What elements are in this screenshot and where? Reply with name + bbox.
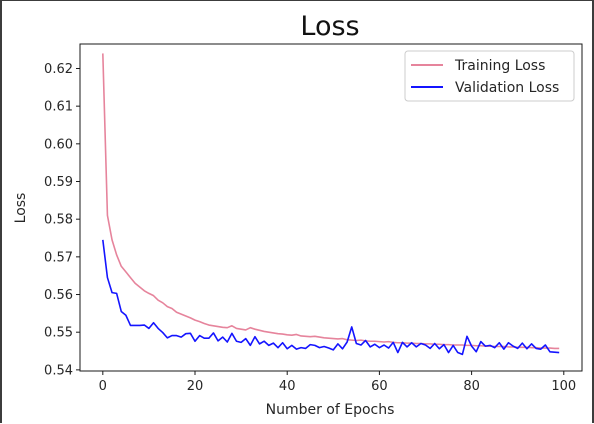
- series-line-training-loss: [102, 53, 560, 350]
- y-tick-label: 0.62: [44, 62, 73, 77]
- x-tick-label: 100: [551, 379, 576, 394]
- x-axis-label: Number of Epochs: [266, 402, 395, 418]
- legend-label-validation-loss: Validation Loss: [455, 80, 559, 96]
- x-tick-label: 60: [371, 379, 388, 394]
- axes-frame: [79, 43, 583, 372]
- legend: Training Loss Validation Loss: [404, 50, 575, 102]
- y-tick-label: 0.61: [44, 100, 73, 115]
- series-line-validation-loss: [102, 239, 560, 356]
- y-tick-label: 0.60: [44, 137, 73, 152]
- x-tick-label: 40: [279, 379, 296, 394]
- series-layer: [102, 53, 560, 356]
- y-tick-label: 0.58: [44, 213, 73, 228]
- y-axis-ticks: 0.54 0.55 0.56 0.57 0.58 0.59 0.60 0.61 0.62: [44, 62, 80, 378]
- y-axis-label: Loss: [13, 193, 29, 224]
- x-tick-label: 0: [99, 379, 107, 394]
- x-axis-ticks: 0 20 40 60 80 100: [99, 371, 576, 394]
- y-tick-label: 0.54: [44, 363, 73, 378]
- plot-area: 0 20 40 60 80 100 0.54 0.55 0.56 0.57 0.58 0.59 0.6…: [44, 43, 583, 394]
- y-tick-label: 0.56: [44, 288, 73, 303]
- legend-box: [404, 50, 575, 102]
- legend-label-training-loss: Training Loss: [454, 58, 545, 74]
- y-tick-label: 0.59: [44, 175, 73, 190]
- chart-title: Loss: [300, 11, 359, 42]
- y-tick-label: 0.57: [44, 250, 73, 265]
- x-tick-label: 80: [463, 379, 480, 394]
- x-tick-label: 20: [187, 379, 204, 394]
- y-tick-label: 0.55: [44, 326, 73, 341]
